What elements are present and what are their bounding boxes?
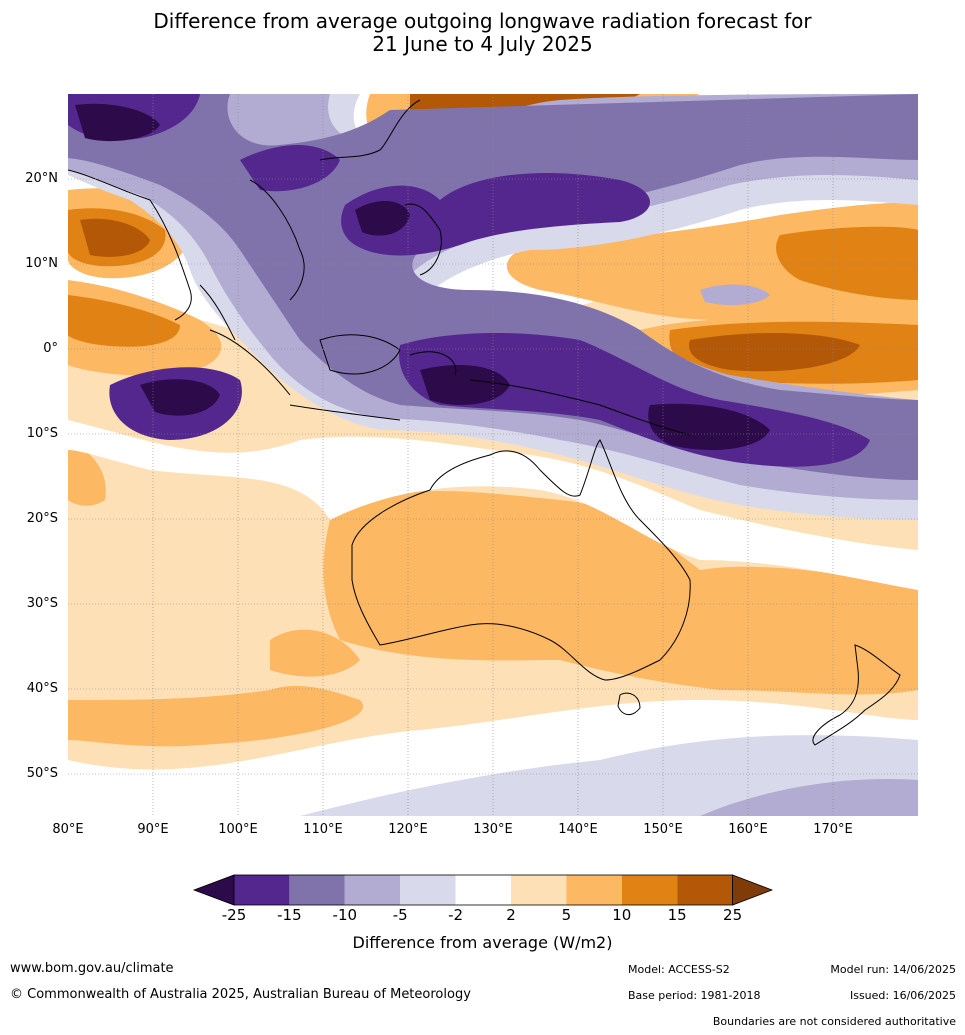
field-southern-indian-positive <box>68 685 364 747</box>
footer-base-period: Base period: 1981-2018 <box>628 989 761 1002</box>
colorbar-tick-minus2: -2 <box>448 906 464 924</box>
title-line-1: Difference from average outgoing longwav… <box>153 9 812 33</box>
colorbar-tick-minus5: -5 <box>392 906 408 924</box>
footer-copyright: © Commonwealth of Australia 2025, Austra… <box>10 987 471 1002</box>
coastline-tasmania <box>617 692 641 715</box>
coastline-maritime-continent <box>209 329 691 436</box>
colorbar-tick-minus15: -15 <box>277 906 302 924</box>
coastline-australia <box>351 439 691 681</box>
field-west-positive <box>68 440 106 506</box>
colorbar-tick-minus25: -25 <box>221 906 247 924</box>
colorbar-arrow-low <box>192 874 235 906</box>
coastline-asia <box>68 99 421 341</box>
lon-label-110e: 110°E <box>303 822 343 837</box>
field-tropical-neutral <box>68 420 918 590</box>
colorbar-swatch-minus10 <box>344 875 401 905</box>
lat-label-20n: 20°N <box>25 171 58 186</box>
lat-label-50s: 50°S <box>26 766 58 781</box>
colorbar-tick-plus15: 15 <box>667 906 687 924</box>
field-equatorial-pacific-positive-3 <box>689 333 860 372</box>
olr-anomaly-field <box>68 94 918 816</box>
map-panel <box>68 94 918 816</box>
colorbar-tick-minus10: -10 <box>332 906 358 924</box>
colorbar-swatch-neutral <box>455 875 511 905</box>
lon-label-150e: 150°E <box>643 822 683 837</box>
field-philippines-core <box>355 200 410 236</box>
graticule <box>68 94 918 816</box>
footer-model: Model: ACCESS-S2 <box>628 963 730 976</box>
lat-label-40s: 40°S <box>26 681 58 696</box>
colorbar-tick-plus10: 10 <box>612 906 632 924</box>
lat-label-30s: 30°S <box>26 596 58 611</box>
lon-label-140e: 140°E <box>558 822 598 837</box>
colorbar-tick-plus2: 2 <box>506 906 516 924</box>
colorbar-label: Difference from average (W/m2) <box>352 933 613 952</box>
map-title: Difference from average outgoing longwav… <box>0 10 965 56</box>
coastline-new-zealand <box>812 644 901 746</box>
field-bengal-core <box>75 103 160 142</box>
lat-label-10s: 10°S <box>26 426 58 441</box>
field-png-core <box>648 403 770 450</box>
field-pacific-small-negative <box>700 284 770 306</box>
field-australia-positive <box>323 491 918 695</box>
colorbar-swatch-minus5 <box>400 875 456 905</box>
colorbar-frame <box>233 874 734 906</box>
title-line-2: 21 June to 4 July 2025 <box>372 32 593 56</box>
lon-label-160e: 160°E <box>728 822 768 837</box>
coastline-philippines <box>404 203 442 276</box>
lat-label-0: 0° <box>43 341 58 356</box>
colorbar-swatch-minus15 <box>289 875 345 905</box>
colorbar-swatch-plus10 <box>621 875 678 905</box>
colorbar <box>192 874 774 906</box>
field-arabian-positive-3 <box>80 218 150 257</box>
field-indochina-negative <box>240 145 340 192</box>
footer-issued: Issued: 16/06/2025 <box>849 989 956 1002</box>
field-sumatra-west-core <box>140 379 220 416</box>
lon-label-90e: 90°E <box>137 822 169 837</box>
field-maritime-core-1 <box>420 365 510 405</box>
lat-label-20s: 20°S <box>26 511 58 526</box>
colorbar-tick-plus5: 5 <box>561 906 572 924</box>
field-philippines-negative <box>341 172 650 256</box>
footer-model-run: Model run: 14/06/2025 <box>830 963 956 976</box>
footer-disclaimer: Boundaries are not considered authoritat… <box>712 1015 956 1028</box>
colorbar-swatch-minus25 <box>234 875 290 905</box>
lon-label-170e: 170°E <box>813 822 853 837</box>
lon-label-80e: 80°E <box>52 822 84 837</box>
colorbar-tick-plus25: 25 <box>723 906 743 924</box>
lon-label-130e: 130°E <box>473 822 513 837</box>
lon-label-100e: 100°E <box>218 822 258 837</box>
field-indian-blob <box>270 629 360 677</box>
field-nw-pacific-positive-2 <box>776 226 918 300</box>
colorbar-swatch-plus2 <box>511 875 567 905</box>
lat-label-10n: 10°N <box>25 256 58 271</box>
colorbar-swatch-plus15 <box>677 875 733 905</box>
footer-website-link[interactable]: www.bom.gov.au/climate <box>10 961 174 976</box>
field-south-negative-2 <box>700 779 918 816</box>
colorbar-arrow-high <box>732 874 774 906</box>
colorbar-swatch-plus5 <box>566 875 622 905</box>
field-equatorial-indian-positive-2 <box>68 295 180 347</box>
lon-label-120e: 120°E <box>388 822 428 837</box>
